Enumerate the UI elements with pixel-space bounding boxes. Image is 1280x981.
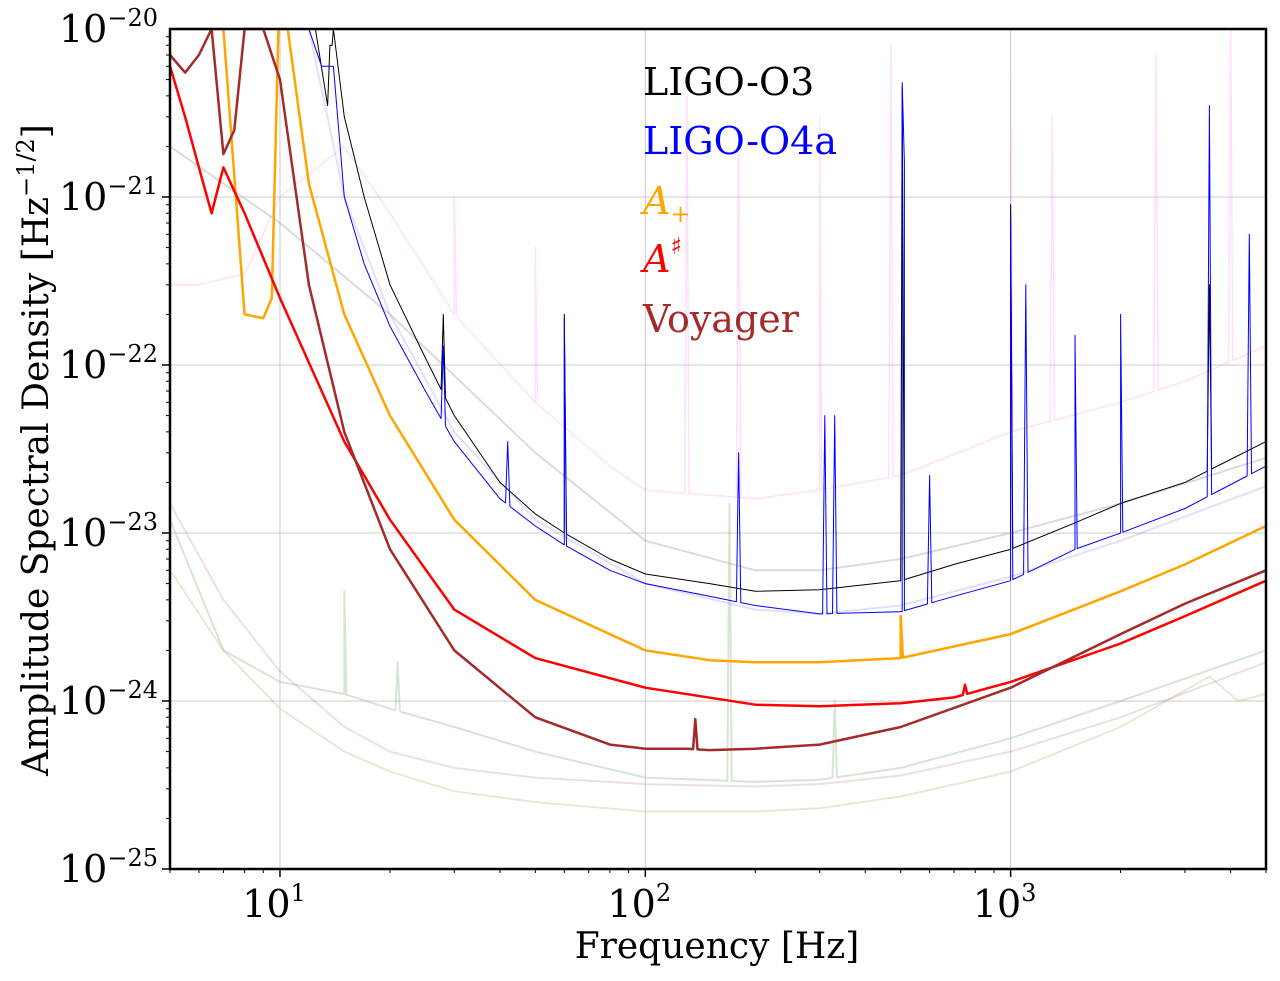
legend-aplus-label: A <box>640 179 670 223</box>
plot-frame <box>168 27 1268 871</box>
noise-curves <box>168 27 1267 752</box>
y-tick-exponent: −21 <box>107 172 158 200</box>
x-tick-exponent: 1 <box>291 879 306 907</box>
x-tick-label: 101 <box>242 879 306 926</box>
y-tick-exponent: −24 <box>107 676 158 704</box>
y-axis-title-suffix: ] <box>16 124 57 138</box>
x-tick-base: 10 <box>607 882 655 926</box>
series-line-background-rose <box>169 502 1267 788</box>
x-tick-base: 10 <box>973 882 1021 926</box>
series-line-ligo-o4a <box>308 28 1267 615</box>
y-tick-exponent: −25 <box>107 844 158 872</box>
x-axis-ticks: 101 102 103 <box>169 869 1267 926</box>
y-tick-base: 10 <box>59 679 107 723</box>
legend-o4a-label: LIGO-O4a <box>643 119 837 163</box>
legend-asharp-label: A <box>640 237 670 281</box>
legend-aplus: A+ <box>640 179 691 228</box>
x-tick-exponent: 2 <box>656 879 671 907</box>
series-line-a <box>170 27 1267 664</box>
series-line-voyager <box>169 27 1267 752</box>
y-tick-label: 10−24 <box>59 676 158 723</box>
background-curves <box>169 28 1267 813</box>
y-tick-label: 10−21 <box>59 172 158 219</box>
x-tick-label: 103 <box>973 879 1037 926</box>
y-tick-base: 10 <box>59 511 107 555</box>
y-tick-base: 10 <box>59 175 107 219</box>
x-tick-exponent: 3 <box>1021 879 1036 907</box>
legend: LIGO-O3 LIGO-O4a A+ A♯ Voyager <box>640 60 837 341</box>
y-tick-exponent: −20 <box>107 4 158 32</box>
x-axis-title: Frequency [Hz] <box>575 926 860 967</box>
series-line-a <box>168 65 1267 708</box>
series-line-background-green-1 <box>169 502 1267 783</box>
y-tick-label: 10−20 <box>59 4 158 51</box>
legend-o4a: LIGO-O4a <box>643 119 837 163</box>
series-line-ligo-o3 <box>314 28 1267 592</box>
legend-asharp: A♯ <box>640 232 682 281</box>
y-tick-exponent: −22 <box>107 340 158 368</box>
legend-voyager-label: Voyager <box>642 297 800 341</box>
y-tick-label: 10−23 <box>59 508 158 555</box>
y-axis-title-prefix: Amplitude Spectral Density [Hz <box>16 197 57 777</box>
y-tick-label: 10−22 <box>59 340 158 387</box>
y-axis-title-exponent: −1/2 <box>12 138 40 197</box>
series-line-background-gray <box>169 145 1267 572</box>
y-axis-title: Amplitude Spectral Density [Hz−1/2] <box>12 124 57 777</box>
legend-aplus-sub: + <box>670 200 690 228</box>
legend-o3-label: LIGO-O3 <box>643 60 814 104</box>
y-tick-exponent: −23 <box>107 508 158 536</box>
legend-voyager: Voyager <box>642 297 800 341</box>
legend-o3: LIGO-O3 <box>643 60 814 104</box>
y-tick-base: 10 <box>59 343 107 387</box>
y-tick-label: 10−25 <box>59 844 158 891</box>
x-tick-label: 102 <box>607 879 671 926</box>
series-line-background-lavender <box>307 28 1267 615</box>
y-tick-base: 10 <box>59 847 107 891</box>
x-tick-base: 10 <box>242 882 290 926</box>
series-line-background-green-2 <box>169 569 1267 813</box>
series-line-background-pink <box>170 28 1267 500</box>
legend-asharp-sup: ♯ <box>670 232 682 260</box>
y-tick-base: 10 <box>59 7 107 51</box>
